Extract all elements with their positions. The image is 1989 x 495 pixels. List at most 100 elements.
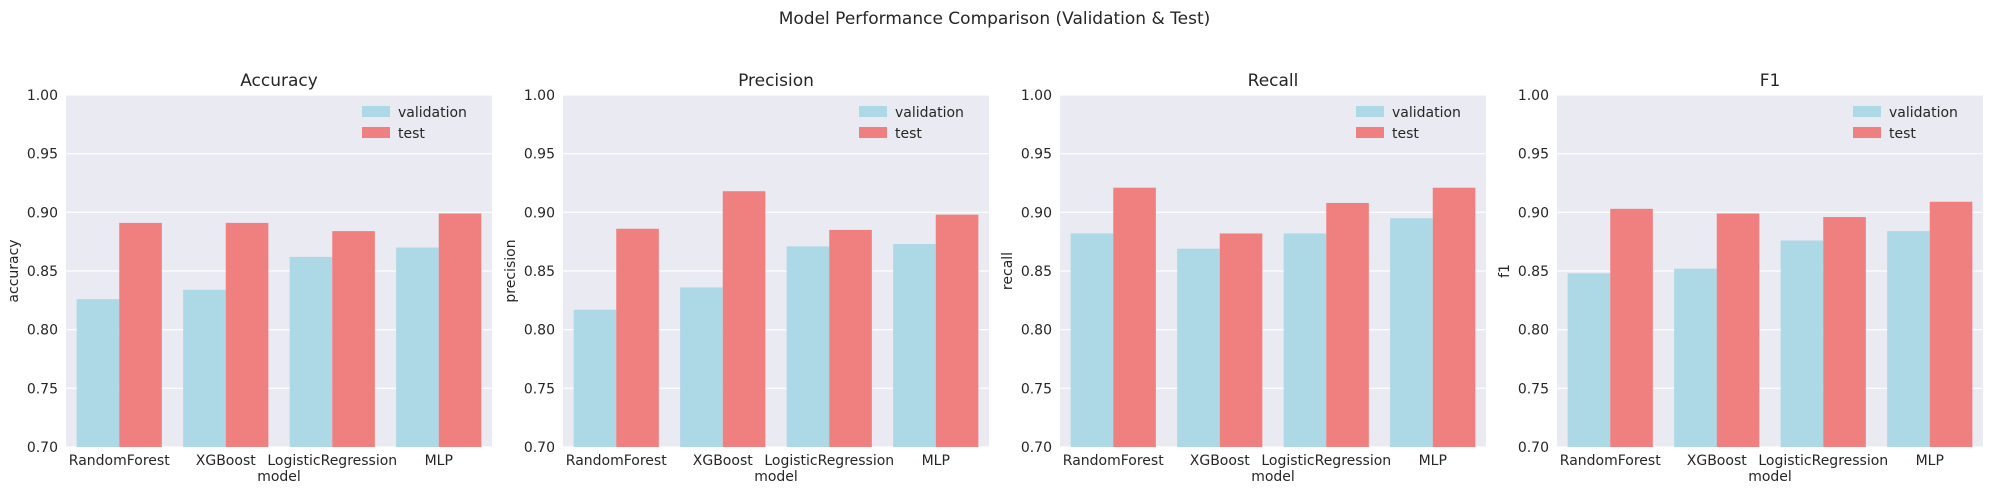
y-tick-label: 0.85 (524, 264, 555, 280)
x-tick-label: XGBoost (693, 453, 753, 469)
bar-validation (1177, 248, 1220, 447)
legend: validation test (362, 105, 467, 142)
legend-swatch-validation (859, 106, 887, 117)
bar-validation (396, 247, 439, 447)
y-tick-label: 0.85 (1518, 264, 1549, 280)
y-tick-label: 0.80 (524, 323, 555, 339)
panel-title: Accuracy (240, 71, 318, 91)
y-tick-label: 0.85 (1021, 264, 1052, 280)
y-tick-label: 0.80 (1518, 323, 1549, 339)
x-tick-label: LogisticRegression (1261, 453, 1391, 469)
x-tick-label: RandomForest (1560, 453, 1661, 469)
x-tick-label: MLP (425, 453, 453, 469)
legend-swatch-test (1853, 127, 1881, 138)
bar-test (1432, 187, 1476, 447)
bar-validation (1070, 233, 1114, 447)
x-tick-label: LogisticRegression (267, 453, 397, 469)
x-axis-label: model (1251, 469, 1295, 485)
x-tick-label: LogisticRegression (764, 453, 894, 469)
y-tick-label: 0.75 (1021, 381, 1052, 397)
bar-test (1929, 201, 1973, 447)
bar-validation (893, 244, 936, 447)
chart-panel-recall: 0.70 0.75 0.80 0.85 0.90 0.95 1.00 RandomForest… (1000, 71, 1486, 485)
y-tick-label: 0.75 (524, 381, 555, 397)
y-tick-label: 1.00 (27, 88, 58, 104)
bar-test (119, 222, 162, 447)
y-tick-label: 0.95 (1518, 147, 1549, 163)
legend-label-validation: validation (398, 105, 467, 121)
y-tick-label: 0.90 (1518, 205, 1549, 221)
y-tick-label: 0.95 (524, 147, 555, 163)
legend-label-validation: validation (895, 105, 964, 121)
x-tick-label: RandomForest (69, 453, 170, 469)
chart-panels: 0.70 0.75 0.80 0.85 0.90 0.95 1.00 RandomForest… (6, 71, 1983, 485)
bar-test (616, 228, 659, 447)
y-tick-label: 0.90 (1021, 205, 1052, 221)
legend-swatch-test (1356, 127, 1384, 138)
chart-panel-f1: 0.70 0.75 0.80 0.85 0.90 0.95 1.00 RandomForest… (1497, 71, 1983, 485)
bar-test (1113, 187, 1156, 447)
y-tick-label: 1.00 (524, 88, 555, 104)
legend-label-validation: validation (1392, 105, 1461, 121)
figure-title: Model Performance Comparison (Validation… (779, 9, 1211, 29)
bar-validation (680, 287, 723, 447)
y-tick-label: 0.70 (1518, 440, 1549, 456)
y-tick-label: 0.90 (524, 205, 555, 221)
legend-swatch-test (362, 127, 390, 138)
y-tick-label: 0.70 (1021, 440, 1052, 456)
y-tick-label: 0.85 (27, 264, 58, 280)
y-tick-label: 0.95 (27, 147, 58, 163)
bar-validation (786, 246, 830, 447)
x-axis-label: model (1748, 469, 1792, 485)
legend-swatch-validation (362, 106, 390, 117)
x-tick-label: LogisticRegression (1758, 453, 1888, 469)
x-tick-label: XGBoost (196, 453, 256, 469)
y-tick-label: 0.95 (1021, 147, 1052, 163)
y-axis-label: recall (1000, 252, 1016, 290)
legend-label-validation: validation (1889, 105, 1958, 121)
y-tick-label: 1.00 (1021, 88, 1052, 104)
legend: validation test (859, 105, 964, 142)
x-tick-label: MLP (1916, 453, 1944, 469)
bar-test (1219, 233, 1263, 447)
y-tick-label: 0.70 (27, 440, 58, 456)
y-tick-label: 0.75 (1518, 381, 1549, 397)
legend-label-test: test (895, 126, 922, 142)
panel-title: Recall (1248, 71, 1299, 91)
x-axis-label: model (257, 469, 301, 485)
bar-validation (1567, 273, 1611, 447)
y-tick-label: 0.75 (27, 381, 58, 397)
x-tick-label: MLP (1419, 453, 1447, 469)
bar-validation (1390, 218, 1433, 447)
bar-test (935, 214, 979, 447)
x-tick-label: MLP (922, 453, 950, 469)
y-tick-label: 0.70 (524, 440, 555, 456)
legend: validation test (1853, 105, 1958, 142)
panel-title: Precision (738, 71, 814, 91)
y-tick-label: 0.80 (27, 323, 58, 339)
bar-validation (1780, 240, 1824, 447)
bar-test (225, 222, 269, 447)
legend-swatch-validation (1356, 106, 1384, 117)
bar-validation (183, 289, 226, 447)
y-axis-label: precision (503, 239, 519, 302)
legend-swatch-test (859, 127, 887, 138)
bar-test (332, 231, 375, 447)
y-axis-label: accuracy (6, 239, 22, 302)
x-tick-label: RandomForest (1063, 453, 1164, 469)
x-axis-label: model (754, 469, 798, 485)
bar-test (1716, 213, 1760, 447)
bar-test (829, 229, 872, 447)
x-tick-label: RandomForest (566, 453, 667, 469)
bar-validation (289, 256, 333, 447)
legend-label-test: test (1392, 126, 1419, 142)
x-tick-label: XGBoost (1687, 453, 1747, 469)
bar-validation (1283, 233, 1327, 447)
legend-swatch-validation (1853, 106, 1881, 117)
chart-panel-precision: 0.70 0.75 0.80 0.85 0.90 0.95 1.00 RandomForest… (503, 71, 989, 485)
legend-label-test: test (1889, 126, 1916, 142)
bar-test (1823, 217, 1866, 447)
y-axis-label: f1 (1497, 264, 1513, 278)
